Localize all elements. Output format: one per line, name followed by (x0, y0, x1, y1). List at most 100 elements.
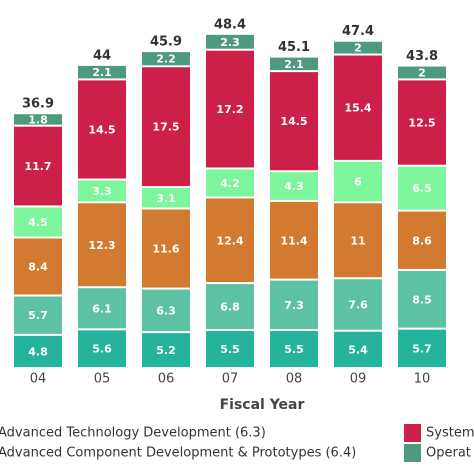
bar-segment (78, 80, 126, 179)
total-label: 47.4 (342, 24, 374, 39)
bar-segment (206, 169, 254, 197)
segment-label: 5.5 (220, 343, 240, 356)
segment-label: 5.6 (92, 343, 112, 356)
segment-label: 4.8 (28, 345, 48, 358)
segment-label: 11.6 (152, 243, 179, 256)
total-label: 36.9 (22, 97, 54, 112)
bar-segment (78, 65, 126, 79)
segment-label: 5.4 (348, 343, 368, 356)
legend-swatch (404, 424, 421, 442)
segment-label: 2.3 (220, 36, 240, 49)
segment-label: 3.3 (92, 185, 112, 198)
segment-label: 6.1 (92, 302, 112, 315)
segment-label: 5.7 (28, 309, 48, 322)
bar-segment (334, 279, 382, 330)
bar-segment (78, 203, 126, 287)
bar-segment (398, 270, 446, 328)
bar-segment (14, 126, 62, 206)
segment-label: 17.5 (152, 121, 179, 134)
bar-segment (14, 296, 62, 334)
x-tick-label: 05 (94, 372, 111, 387)
segment-label: 4.2 (220, 177, 240, 190)
segment-label: 2 (418, 66, 426, 79)
segment-label: 2.1 (92, 66, 112, 79)
bar-segment (142, 52, 190, 66)
segment-label: 8.6 (412, 234, 432, 247)
segment-label: 5.7 (412, 342, 432, 355)
total-label: 43.8 (406, 49, 438, 64)
segment-label: 11.4 (280, 234, 307, 247)
x-tick-label: 07 (222, 372, 239, 387)
segment-label: 6.3 (156, 304, 176, 317)
segment-label: 4.5 (28, 216, 48, 229)
bar-segment (78, 180, 126, 202)
bar-segment (398, 329, 446, 367)
segment-label: 6.5 (412, 182, 432, 195)
segment-label: 12.3 (88, 239, 115, 252)
bar-segment (142, 188, 190, 208)
total-label: 45.1 (278, 40, 310, 55)
segment-label: 6.8 (220, 301, 240, 314)
bar-segment (270, 72, 318, 171)
bar-segment (78, 288, 126, 329)
bar-segment (398, 80, 446, 165)
segment-label: 11.7 (24, 160, 51, 173)
x-tick-label: 10 (414, 372, 431, 387)
segment-label: 7.3 (284, 299, 304, 312)
segment-label: 6 (354, 176, 362, 189)
legend-label: Advanced Component Development & Prototy… (0, 446, 356, 461)
x-axis-title: Fiscal Year (220, 397, 305, 413)
bar-segment (334, 203, 382, 278)
bar-segment (142, 209, 190, 288)
bar-segment (270, 57, 318, 71)
segment-label: 8.4 (28, 261, 48, 274)
x-tick-label: 09 (350, 372, 367, 387)
segment-label: 8.5 (412, 293, 432, 306)
total-label: 48.4 (214, 17, 246, 32)
segment-label: 7.6 (348, 298, 368, 311)
bar-segment (270, 280, 318, 330)
segment-label: 5.5 (284, 343, 304, 356)
segment-label: 11 (350, 234, 365, 247)
segment-label: 1.8 (28, 113, 48, 126)
bar-segment (334, 331, 382, 367)
legend-swatch (404, 444, 421, 462)
segment-label: 12.4 (216, 234, 243, 247)
bar-segment (142, 289, 190, 332)
segment-label: 14.5 (280, 115, 307, 128)
segment-label: 14.5 (88, 123, 115, 136)
x-tick-label: 08 (286, 372, 303, 387)
legend-label: Operat (426, 446, 471, 461)
bar-segment (206, 198, 254, 283)
segment-label: 17.2 (216, 103, 243, 116)
bar-segment (142, 333, 190, 367)
bar-segment (270, 201, 318, 279)
legend-label: Advanced Technology Development (6.3) (0, 426, 266, 441)
segment-label: 12.5 (408, 117, 435, 130)
bar-segment (334, 41, 382, 54)
segment-label: 3.1 (156, 192, 176, 205)
bar-segment (14, 238, 62, 295)
bar-segment (142, 67, 190, 187)
total-label: 44 (93, 48, 111, 63)
bar-segment (334, 55, 382, 160)
bar-segment (78, 330, 126, 367)
segment-label: 4.3 (284, 180, 304, 193)
bar-segment (398, 211, 446, 269)
segment-label: 2 (354, 42, 362, 55)
bar-segment (14, 335, 62, 367)
bar-segment (206, 34, 254, 49)
legend-label: System (426, 426, 474, 441)
segment-label: 5.2 (156, 344, 176, 357)
bar-segment (270, 172, 318, 200)
bar-segment (270, 331, 318, 367)
bar-segment (398, 66, 446, 79)
bar-segment (334, 161, 382, 202)
segment-label: 15.4 (344, 102, 371, 115)
total-label: 45.9 (150, 35, 182, 50)
bar-segment (398, 166, 446, 210)
bar-segment (206, 50, 254, 168)
segment-label: 2.1 (284, 58, 304, 71)
bar-segment (14, 114, 62, 125)
